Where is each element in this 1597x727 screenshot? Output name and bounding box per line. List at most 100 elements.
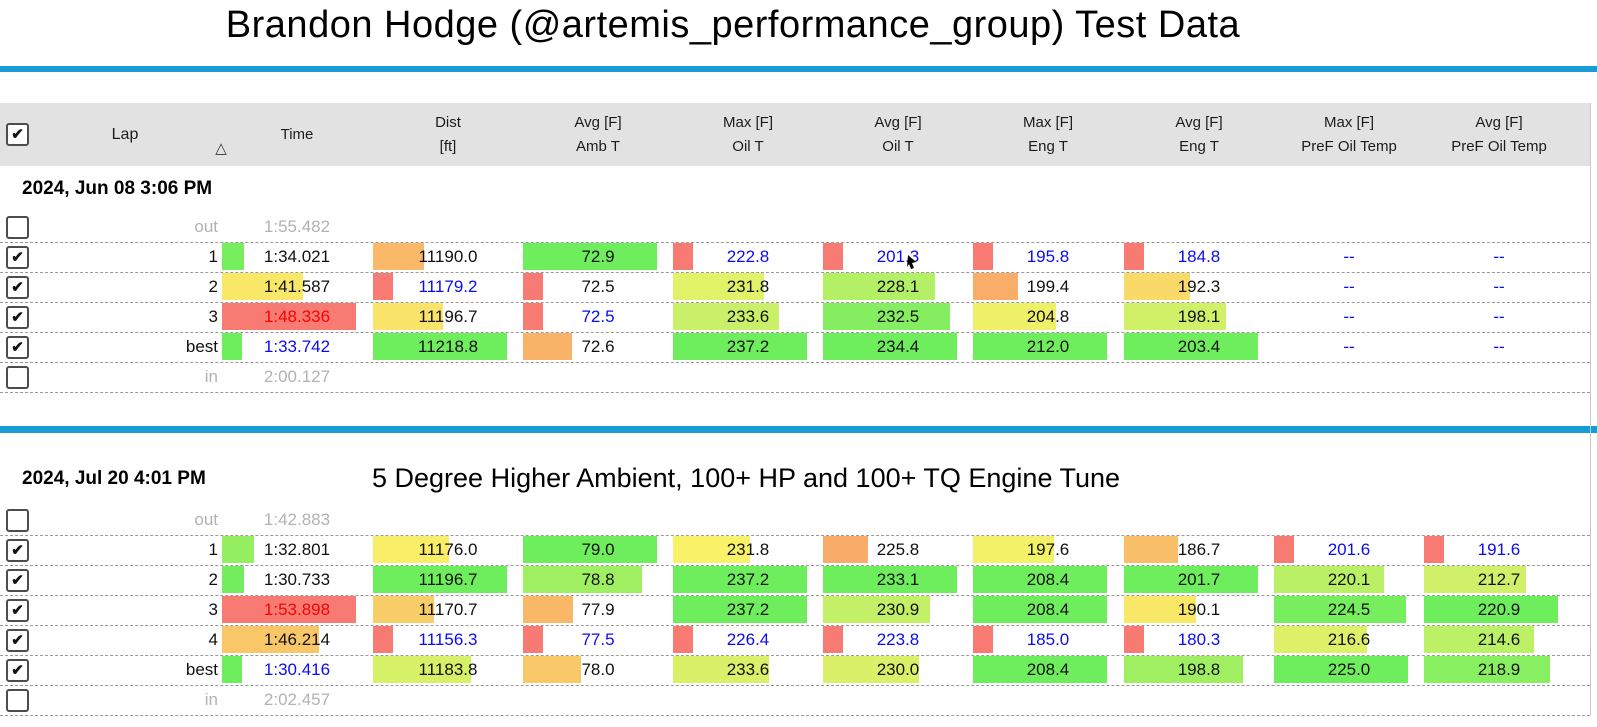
data-cell: 11156.3 bbox=[373, 625, 523, 655]
row-checkbox[interactable] bbox=[6, 509, 29, 532]
data-cell: 1:48.336 bbox=[222, 302, 372, 332]
value-bar bbox=[1124, 626, 1144, 653]
cell-value: 208.4 bbox=[1026, 660, 1070, 679]
value-bar bbox=[973, 656, 1107, 683]
cell-value: 214.6 bbox=[1477, 630, 1521, 649]
select-all-checkbox[interactable]: ✔ bbox=[6, 123, 29, 146]
value-bar bbox=[673, 303, 779, 330]
lap-row: ✔ 1 1:32.801 11176.0 79.0 231.8 225.8 197.6 186.… bbox=[0, 535, 1590, 566]
data-cell: 180.3 bbox=[1124, 625, 1274, 655]
value-bar bbox=[823, 656, 919, 683]
session-note: 5 Degree Higher Ambient, 100+ HP and 100… bbox=[372, 463, 1121, 493]
row-checkbox[interactable] bbox=[6, 366, 29, 389]
cell-value: 208.4 bbox=[1026, 600, 1070, 619]
value-bar bbox=[222, 626, 319, 653]
data-cell: 223.8 bbox=[823, 625, 973, 655]
data-cell: 78.0 bbox=[523, 655, 673, 685]
in-lap-row: in 2:00.127 bbox=[0, 362, 1590, 393]
value-bar bbox=[222, 656, 242, 683]
cell-value: 1:30.416 bbox=[263, 660, 331, 679]
data-cell: 224.5 bbox=[1274, 595, 1424, 625]
lap-row: ✔ 1 1:34.021 11190.0 72.9 222.8 201.3 195.8 184.… bbox=[0, 242, 1590, 273]
lap-number: best bbox=[185, 660, 218, 679]
cell-value: 2:02.457 bbox=[263, 690, 331, 709]
value-bar bbox=[823, 303, 950, 330]
value-bar bbox=[373, 243, 424, 270]
data-cell: 231.8 bbox=[673, 535, 823, 565]
row-checkbox[interactable]: ✔ bbox=[6, 336, 29, 359]
data-cell: 2:00.127 bbox=[222, 362, 372, 392]
cell-value: 198.8 bbox=[1177, 660, 1221, 679]
cell-value: 11176.0 bbox=[418, 540, 478, 559]
column-header-text: Max [F] bbox=[1323, 114, 1374, 131]
lap-number: 3 bbox=[208, 307, 218, 326]
data-cell: -- bbox=[1274, 242, 1424, 272]
value-bar bbox=[373, 626, 393, 653]
data-cell: 212.7 bbox=[1424, 565, 1574, 595]
cell-value: 230.0 bbox=[876, 660, 920, 679]
row-checkbox[interactable]: ✔ bbox=[6, 276, 29, 299]
cell-value: 1:41.587 bbox=[263, 277, 331, 296]
row-checkbox[interactable]: ✔ bbox=[6, 629, 29, 652]
value-bar bbox=[1424, 536, 1444, 563]
value-bar bbox=[673, 536, 750, 563]
value-bar bbox=[973, 273, 1018, 300]
data-cell: 230.9 bbox=[823, 595, 973, 625]
data-cell: 237.2 bbox=[673, 565, 823, 595]
cell-value: 230.9 bbox=[876, 600, 920, 619]
value-bar bbox=[1124, 596, 1196, 623]
cell-value: 208.4 bbox=[1026, 570, 1070, 589]
table-header: ✔ Lap △ Time Dist [ft] Avg [F] Amb T Max [F] Oil … bbox=[0, 103, 1590, 166]
data-cell: 1:32.801 bbox=[222, 535, 372, 565]
row-checkbox[interactable] bbox=[6, 689, 29, 712]
row-checkbox[interactable]: ✔ bbox=[6, 599, 29, 622]
value-bar bbox=[373, 566, 507, 593]
data-cell: 203.4 bbox=[1124, 332, 1274, 362]
data-cell: 225.8 bbox=[823, 535, 973, 565]
value-bar bbox=[673, 626, 693, 653]
cell-value: 72.9 bbox=[581, 247, 615, 266]
page-title: Brandon Hodge (@artemis_performance_grou… bbox=[225, 4, 1241, 46]
lap-number: in bbox=[204, 367, 218, 386]
data-cell: -- bbox=[1274, 272, 1424, 302]
mouse-cursor bbox=[907, 255, 916, 269]
cell-value: 212.0 bbox=[1026, 337, 1070, 356]
value-bar bbox=[523, 626, 543, 653]
lap-row: ✔ best 1:33.742 11218.8 72.6 237.2 234.4 212.0 2… bbox=[0, 332, 1590, 363]
column-header-text: Amb T bbox=[576, 138, 620, 155]
data-cell: 233.6 bbox=[673, 655, 823, 685]
column-header-text: Avg [F] bbox=[1175, 114, 1223, 131]
data-cell: 1:41.587 bbox=[222, 272, 372, 302]
data-cell: 2:02.457 bbox=[222, 685, 372, 715]
value-bar bbox=[523, 656, 581, 683]
data-cell: 220.1 bbox=[1274, 565, 1424, 595]
cell-value: -- bbox=[1493, 337, 1505, 356]
row-checkbox[interactable]: ✔ bbox=[6, 659, 29, 682]
cell-value: 195.8 bbox=[1026, 247, 1070, 266]
data-cell: 198.1 bbox=[1124, 302, 1274, 332]
value-bar bbox=[1124, 303, 1226, 330]
value-bar bbox=[1424, 656, 1550, 683]
value-bar bbox=[1124, 333, 1258, 360]
value-bar bbox=[973, 243, 993, 270]
column-header-text: PreF Oil Temp bbox=[1451, 138, 1547, 155]
row-checkbox[interactable]: ✔ bbox=[6, 569, 29, 592]
row-checkbox[interactable]: ✔ bbox=[6, 246, 29, 269]
cell-value: -- bbox=[1493, 247, 1505, 266]
value-bar bbox=[973, 596, 1107, 623]
cell-value: 216.6 bbox=[1327, 630, 1371, 649]
sort-delta-icon[interactable]: △ bbox=[215, 140, 227, 157]
column-header-text: Max [F] bbox=[722, 114, 773, 131]
lap-row: ✔ 3 1:53.898 11170.7 77.9 237.2 230.9 208.4 190.… bbox=[0, 595, 1590, 626]
session-date: 2024, Jul 20 4:01 PM bbox=[22, 468, 206, 489]
cell-value: 11179.2 bbox=[418, 277, 478, 296]
row-checkbox[interactable] bbox=[6, 216, 29, 239]
cell-value: 186.7 bbox=[1177, 540, 1221, 559]
cell-value: 234.4 bbox=[876, 337, 920, 356]
cell-value: 212.7 bbox=[1477, 570, 1521, 589]
row-checkbox[interactable]: ✔ bbox=[6, 306, 29, 329]
row-checkbox[interactable]: ✔ bbox=[6, 539, 29, 562]
value-bar bbox=[673, 333, 807, 360]
cell-value: 190.1 bbox=[1177, 600, 1221, 619]
lap-number: out bbox=[194, 217, 218, 236]
